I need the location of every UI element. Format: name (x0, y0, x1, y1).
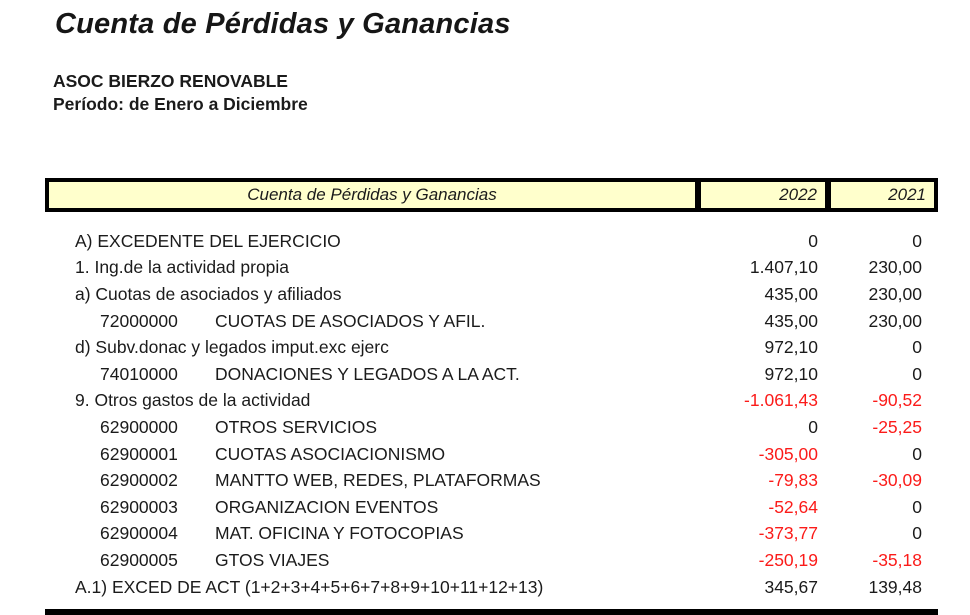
table-row: 72000000 CUOTAS DE ASOCIADOS Y AFIL. 435,0… (45, 308, 938, 335)
period-label: Período: de Enero a Diciembre (53, 94, 308, 114)
table-row: 62900000 OTROS SERVICIOS 0 -25,25 (45, 414, 938, 441)
value-2022: -79,83 (768, 470, 818, 491)
account-code: 74010000 (100, 363, 178, 384)
page-title: Cuenta de Pérdidas y Ganancias (55, 8, 511, 40)
account-code: 62900000 (100, 416, 178, 437)
account-name: GTOS VIAJES (215, 549, 330, 570)
row-label: 62900001 CUOTAS ASOCIACIONISMO (45, 444, 688, 465)
table-row: 62900005 GTOS VIAJES -250,19 -35,18 (45, 547, 938, 574)
table-row: 62900001 CUOTAS ASOCIACIONISMO -305,00 0 (45, 441, 938, 468)
company-name: ASOC BIERZO RENOVABLE (53, 71, 288, 91)
column-header-2022: 2022 (701, 182, 825, 208)
table-row: 1. Ing.de la actividad propia 1.407,10 230… (45, 255, 938, 282)
table-header-title: Cuenta de Pérdidas y Ganancias (49, 182, 695, 208)
value-2021: -90,52 (872, 390, 922, 411)
table-row: 62900002 MANTTO WEB, REDES, PLATAFORMAS -7… (45, 467, 938, 494)
value-2022: -373,77 (758, 523, 818, 544)
table-row: A.1) EXCED DE ACT (1+2+3+4+5+6+7+8+9+10+… (45, 574, 938, 601)
account-name: DONACIONES Y LEGADOS A LA ACT. (215, 363, 520, 384)
row-label: 62900005 GTOS VIAJES (45, 550, 688, 571)
account-name: MANTTO WEB, REDES, PLATAFORMAS (215, 470, 541, 491)
account-code: 62900001 (100, 443, 178, 464)
account-name: CUOTAS DE ASOCIADOS Y AFIL. (215, 310, 486, 331)
row-label: 62900003 ORGANIZACION EVENTOS (45, 497, 688, 518)
table-header: Cuenta de Pérdidas y Ganancias 2022 2021 (45, 178, 938, 212)
row-label: A.1) EXCED DE ACT (1+2+3+4+5+6+7+8+9+10+… (75, 576, 544, 597)
account-code: 62900003 (100, 496, 178, 517)
value-2021: 0 (912, 337, 922, 358)
row-label: d) Subv.donac y legados imput.exc ejerc (75, 337, 389, 358)
row-label: 74010000 DONACIONES Y LEGADOS A LA ACT. (45, 364, 688, 385)
value-2022: -250,19 (758, 549, 818, 570)
table-row: 74010000 DONACIONES Y LEGADOS A LA ACT. 97… (45, 361, 938, 388)
row-label: A) EXCEDENTE DEL EJERCICIO (75, 230, 341, 251)
value-2021: 230,00 (868, 257, 922, 278)
row-label: 9. Otros gastos de la actividad (75, 390, 311, 411)
value-2022: 972,10 (764, 337, 818, 358)
value-2021: -25,25 (872, 416, 922, 437)
table-row: a) Cuotas de asociados y afiliados 435,00… (45, 281, 938, 308)
value-2021: 230,00 (868, 283, 922, 304)
account-name: ORGANIZACION EVENTOS (215, 496, 439, 517)
value-2022: 435,00 (764, 283, 818, 304)
account-name: CUOTAS ASOCIACIONISMO (215, 443, 446, 464)
table-row: A) EXCEDENTE DEL EJERCICIO 0 0 (45, 228, 938, 255)
value-2021: 230,00 (868, 310, 922, 331)
row-label: 1. Ing.de la actividad propia (75, 257, 290, 278)
account-code: 62900005 (100, 549, 178, 570)
row-label: 62900004 MAT. OFICINA Y FOTOCOPIAS (45, 523, 688, 544)
table-row: 62900003 ORGANIZACION EVENTOS -52,64 0 (45, 494, 938, 521)
table-row: 62900004 MAT. OFICINA Y FOTOCOPIAS -373,77… (45, 521, 938, 548)
value-2022: -1.061,43 (744, 390, 818, 411)
table-row: 9. Otros gastos de la actividad -1.061,43… (45, 388, 938, 415)
table-body: A) EXCEDENTE DEL EJERCICIO 0 0 1. Ing.de la… (45, 228, 938, 600)
row-label: 62900002 MANTTO WEB, REDES, PLATAFORMAS (45, 470, 688, 491)
account-code: 72000000 (100, 310, 178, 331)
value-2022: 0 (808, 416, 818, 437)
value-2021: 0 (912, 230, 922, 251)
account-name: MAT. OFICINA Y FOTOCOPIAS (215, 523, 464, 544)
value-2022: 435,00 (764, 310, 818, 331)
value-2022: 972,10 (764, 363, 818, 384)
value-2021: 139,48 (868, 576, 922, 597)
account-code: 62900002 (100, 470, 178, 491)
table-row: d) Subv.donac y legados imput.exc ejerc 9… (45, 334, 938, 361)
value-2021: -30,09 (872, 470, 922, 491)
value-2022: -52,64 (768, 496, 818, 517)
next-section-top-border (45, 609, 938, 615)
value-2021: 0 (912, 523, 922, 544)
value-2022: 345,67 (764, 576, 818, 597)
value-2022: -305,00 (758, 443, 818, 464)
row-label: a) Cuotas de asociados y afiliados (75, 283, 342, 304)
account-code: 62900004 (100, 523, 178, 544)
row-label: 72000000 CUOTAS DE ASOCIADOS Y AFIL. (45, 311, 688, 332)
row-label: 62900000 OTROS SERVICIOS (45, 417, 688, 438)
account-name: OTROS SERVICIOS (215, 416, 378, 437)
column-header-2021: 2021 (831, 182, 934, 208)
value-2021: 0 (912, 363, 922, 384)
value-2022: 1.407,10 (749, 257, 818, 278)
value-2021: 0 (912, 496, 922, 517)
value-2021: 0 (912, 443, 922, 464)
value-2021: -35,18 (872, 549, 922, 570)
value-2022: 0 (808, 230, 818, 251)
